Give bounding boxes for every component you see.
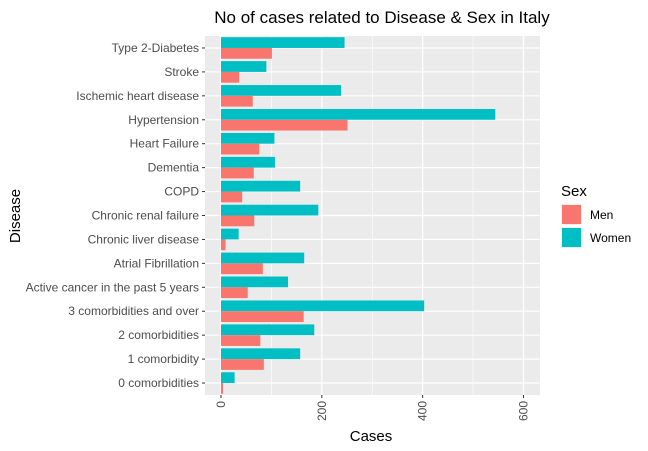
bar-men xyxy=(221,263,263,275)
bar-women xyxy=(221,372,235,384)
legend: Sex Men Women xyxy=(561,183,631,248)
bar-women xyxy=(221,276,289,288)
y-tick-label: Ischemic heart disease xyxy=(76,89,199,103)
y-tick-label: 2 comorbidities xyxy=(118,328,199,342)
bar-men xyxy=(221,215,255,227)
bar-women xyxy=(221,85,341,96)
x-tick-label: 600 xyxy=(517,401,531,421)
bar-men xyxy=(221,335,261,346)
bar-women xyxy=(221,228,239,240)
y-tick-label: 1 comorbidity xyxy=(128,352,199,366)
x-axis: 0 200 400 600 xyxy=(214,395,531,421)
y-tick-label: Atrial Fibrillation xyxy=(114,256,199,270)
bar-men xyxy=(221,143,260,155)
legend-title: Sex xyxy=(561,183,587,200)
y-tick-label: Chronic renal failure xyxy=(92,209,200,223)
chart-title: No of cases related to Disease & Sex in … xyxy=(214,8,550,27)
y-axis: Type 2-Diabetes Stroke Ischemic heart dise… xyxy=(26,41,205,390)
bar-men xyxy=(221,167,254,179)
bar-men xyxy=(221,95,253,107)
bar-women xyxy=(221,156,275,168)
bar-women xyxy=(221,324,315,336)
bar-men xyxy=(221,311,304,323)
bar-men xyxy=(221,191,243,203)
bar-women xyxy=(221,252,305,264)
y-tick-label: COPD xyxy=(164,185,199,199)
legend-label-women: Women xyxy=(590,231,631,245)
bar-men xyxy=(221,359,264,370)
legend-label-men: Men xyxy=(590,208,613,222)
legend-swatch-men xyxy=(562,205,581,224)
bar-men xyxy=(221,383,224,394)
bar-women xyxy=(221,61,267,72)
y-tick-label: Type 2-Diabetes xyxy=(112,41,199,55)
y-tick-label: Dementia xyxy=(148,161,200,175)
y-tick-label: Hypertension xyxy=(128,113,199,127)
bar-women xyxy=(221,180,301,192)
bar-women xyxy=(221,348,301,360)
y-axis-title: Disease xyxy=(7,189,24,243)
bar-men xyxy=(221,239,226,251)
bar-men xyxy=(221,47,272,59)
bar-women xyxy=(221,37,345,48)
y-tick-label: 3 comorbidities and over xyxy=(68,304,199,318)
y-tick-label: 0 comorbidities xyxy=(118,376,199,390)
y-tick-label: Stroke xyxy=(164,65,199,79)
bar-women xyxy=(221,204,319,216)
bar-women xyxy=(221,108,496,120)
y-tick-label: Active cancer in the past 5 years xyxy=(26,280,199,294)
legend-swatch-women xyxy=(562,228,581,247)
bar-men xyxy=(221,287,248,299)
x-axis-title: Cases xyxy=(350,428,393,445)
bar-women xyxy=(221,132,275,144)
bar-men xyxy=(221,71,240,83)
x-tick-label: 200 xyxy=(315,401,329,421)
bars xyxy=(221,37,496,394)
bar-men xyxy=(221,119,348,131)
y-tick-label: Chronic liver disease xyxy=(88,232,200,246)
x-tick-label: 400 xyxy=(416,401,430,421)
bar-women xyxy=(221,300,425,312)
x-tick-label: 0 xyxy=(214,401,228,408)
y-tick-label: Heart Failure xyxy=(130,137,200,151)
